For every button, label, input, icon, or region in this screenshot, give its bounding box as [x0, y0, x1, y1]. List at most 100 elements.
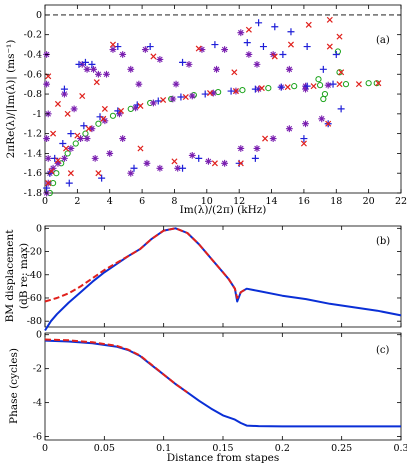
circle-marker	[373, 80, 380, 87]
cross-marker	[54, 100, 61, 107]
panel-b-x-ticks	[44, 226, 402, 327]
cross-marker	[207, 90, 214, 97]
circle-marker	[127, 105, 134, 112]
cross-marker	[54, 157, 61, 164]
star-marker	[209, 89, 217, 97]
cross-marker	[284, 84, 291, 91]
plus-marker	[75, 60, 83, 68]
y-tick-label: -2	[33, 364, 42, 375]
y-tick-label: -0.6	[24, 69, 42, 80]
star-marker	[83, 65, 91, 73]
y-tick-label: -1.6	[24, 168, 42, 179]
star-marker	[116, 110, 123, 118]
y-tick-label: -1.2	[24, 129, 42, 140]
star-marker	[135, 80, 143, 88]
plus-marker	[259, 43, 267, 51]
plus-marker	[287, 28, 295, 36]
star-marker	[198, 46, 206, 53]
plus-marker	[179, 164, 187, 172]
cross-marker	[258, 85, 265, 92]
y-tick-label: -4	[33, 398, 42, 409]
y-tick-label: -6	[33, 432, 42, 443]
y-tick-label: -0.4	[24, 49, 42, 60]
cross-marker	[211, 160, 218, 167]
dashed-series-line	[44, 338, 188, 394]
x-tick-label: 0.05	[94, 443, 115, 454]
circle-marker	[109, 112, 117, 119]
cross-marker	[95, 170, 102, 177]
plus-marker	[319, 65, 327, 73]
panel-c-lines	[44, 338, 401, 428]
cross-marker	[85, 125, 92, 132]
star-marker	[83, 135, 91, 142]
star-marker	[237, 29, 245, 37]
plus-marker	[255, 19, 263, 27]
star-marker	[318, 115, 326, 123]
cross-marker	[195, 45, 202, 52]
plus-marker	[81, 58, 89, 66]
plus-marker	[130, 164, 138, 172]
panel-a-scatter-plot: 0 2 4 6 8 10 12 14 16 18 20 22 0 -0.2 -0.4 -0.6 -0.8 -1 -…	[5, 4, 407, 216]
panel-b-y-label-line2: (dB re: max)	[18, 243, 30, 309]
circle-marker	[239, 86, 246, 94]
star-marker	[43, 135, 51, 142]
plus-marker	[60, 85, 68, 93]
star-marker	[70, 105, 78, 113]
panel-c-x-ticks: 0 0.05 0.1 0.15 0.2 0.25 0.3	[42, 333, 407, 454]
star-marker	[253, 145, 261, 152]
x-tick-label: 20	[363, 196, 375, 207]
cross-marker	[100, 115, 107, 122]
star-marker	[54, 159, 62, 167]
cross-marker	[137, 102, 144, 109]
x-tick-label: 8	[171, 196, 177, 207]
star-marker	[127, 65, 135, 73]
x-tick-label: 0	[42, 443, 48, 454]
circle-marker	[321, 90, 329, 98]
star-marker	[253, 60, 261, 68]
x-tick-label: 0.1	[156, 443, 171, 454]
plus-marker	[51, 154, 59, 162]
panel-a-tag: (a)	[376, 35, 390, 46]
star-marker	[61, 90, 68, 98]
plus-marker	[177, 93, 185, 101]
y-tick-label: -80	[27, 316, 42, 327]
y-tick-label: -60	[27, 293, 42, 304]
cross-marker	[48, 168, 55, 175]
plus-marker	[279, 50, 287, 58]
plus-marker	[211, 41, 219, 49]
panel-a-x-ticks: 0 2 4 6 8 10 12 14 16 18 20 22	[42, 5, 407, 207]
star-marker	[106, 150, 114, 157]
x-tick-label: 16	[298, 196, 310, 207]
y-tick-label: 0	[36, 223, 42, 234]
y-tick-label: -1.8	[24, 188, 42, 199]
star-marker	[49, 164, 57, 172]
star-marker	[103, 70, 110, 78]
cross-marker	[118, 107, 125, 114]
star-marker	[188, 152, 196, 159]
panel-c-tag: (c)	[376, 345, 390, 356]
panel-b-tag: (b)	[376, 236, 390, 247]
plus-marker	[201, 90, 209, 98]
panel-c-x-label: Distance from stapes	[167, 452, 280, 464]
cross-marker	[231, 69, 238, 76]
y-tick-label: -1.4	[24, 148, 42, 159]
cross-marker	[45, 180, 52, 187]
panel-c-y-label: Phase (cycles)	[8, 348, 20, 424]
plus-marker	[300, 135, 308, 143]
star-marker	[132, 104, 140, 112]
x-tick-label: 12	[233, 196, 245, 207]
x-tick-label: 22	[395, 196, 407, 207]
cross-marker	[232, 88, 239, 95]
cross-marker	[305, 21, 312, 28]
plus-marker	[59, 140, 67, 148]
cross-marker	[287, 41, 294, 48]
panel-a-y-label: 2πRe(λ)/|Im(λ)| (ms⁻¹)	[5, 40, 18, 159]
cross-marker	[336, 81, 343, 88]
cross-marker	[326, 16, 333, 23]
star-marker	[77, 135, 84, 142]
cross-marker	[101, 105, 108, 112]
y-tick-label: -20	[27, 247, 42, 258]
cross-marker	[137, 145, 144, 152]
circle-marker	[315, 76, 322, 83]
panel-c-y-ticks: 0 -2 -4 -6	[33, 330, 401, 443]
